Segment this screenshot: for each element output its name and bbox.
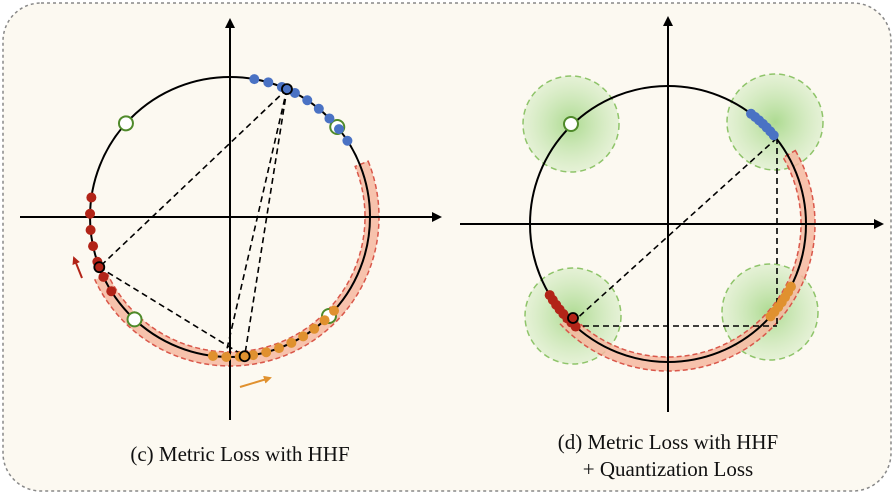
red-point xyxy=(88,241,99,252)
caption-d-line2: + Quantization Loss xyxy=(583,457,753,481)
orange-point xyxy=(248,350,259,361)
anchor-point xyxy=(93,261,106,274)
red-point xyxy=(86,192,97,203)
orange-point xyxy=(207,350,218,361)
panel-d xyxy=(460,16,884,412)
unit-circle xyxy=(529,85,807,363)
red-point xyxy=(106,286,117,297)
blue-point xyxy=(333,124,344,135)
caption-d-line1: (d) Metric Loss with HHF xyxy=(558,430,778,454)
dashed-link xyxy=(98,88,288,268)
panel-c xyxy=(20,18,442,420)
hash-center xyxy=(117,115,134,132)
orange-point xyxy=(319,315,330,326)
blue-point xyxy=(249,74,260,85)
red-point xyxy=(85,225,96,236)
loss-band xyxy=(559,149,816,372)
dashed-link xyxy=(572,137,778,323)
blue-point xyxy=(342,135,353,146)
orange-point xyxy=(329,305,340,316)
blue-point xyxy=(324,113,335,124)
red-point xyxy=(85,208,96,219)
orange-point xyxy=(221,351,232,362)
blue-point xyxy=(263,77,274,88)
red-point xyxy=(98,271,109,282)
orange-point xyxy=(274,343,285,354)
anchor-point xyxy=(238,350,251,363)
red-arrow xyxy=(72,256,83,279)
orange-point xyxy=(261,347,272,358)
caption-c: (c) Metric Loss with HHF xyxy=(130,442,349,466)
blue-point xyxy=(768,130,779,141)
dashed-link xyxy=(243,88,288,357)
dashed-link xyxy=(98,266,246,357)
orange-point xyxy=(298,331,309,342)
orange-point xyxy=(785,281,796,292)
orange-arrow xyxy=(239,375,272,388)
dashed-link xyxy=(224,88,288,358)
blue-point xyxy=(313,103,324,114)
hash-center xyxy=(563,116,579,132)
halo xyxy=(726,73,824,171)
anchor-point xyxy=(567,312,579,324)
red-point xyxy=(570,321,581,332)
blue-point xyxy=(302,95,313,106)
orange-point xyxy=(309,323,320,334)
hash-center xyxy=(126,311,143,328)
orange-point xyxy=(286,337,297,348)
loss-band xyxy=(93,160,380,367)
anchor-point xyxy=(281,83,293,96)
